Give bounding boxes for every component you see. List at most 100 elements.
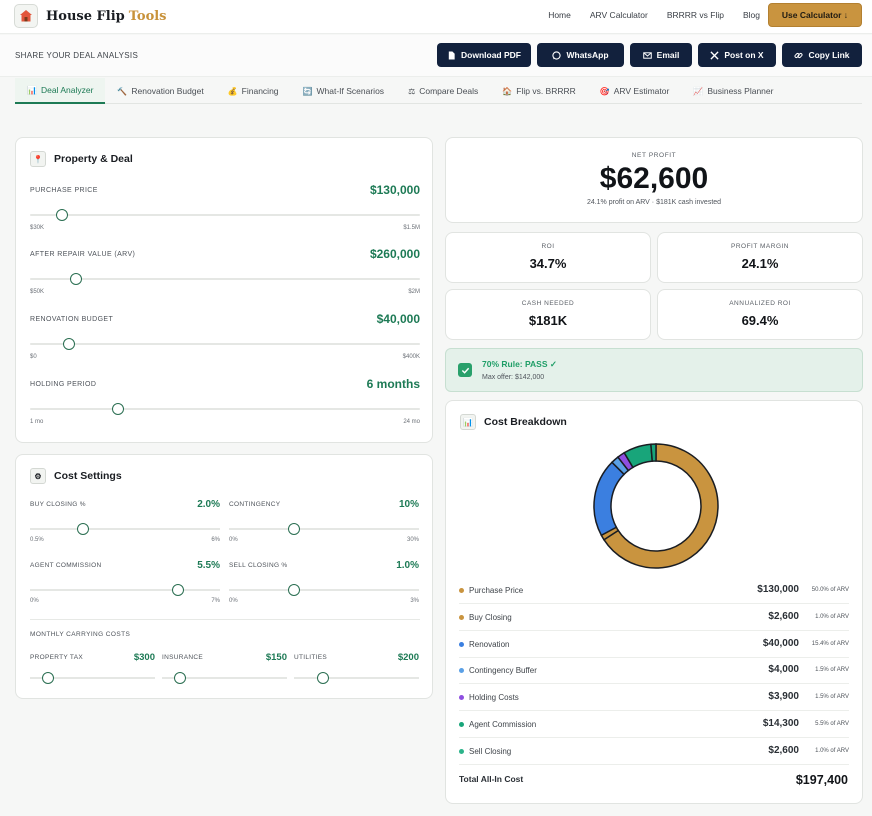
seventy-percent-rule-box: 70% Rule: PASS ✓ Max offer: $142,000 — [445, 348, 863, 392]
card-title: Cost Settings — [54, 470, 122, 482]
legend-percent: 5.5% of ARV — [815, 721, 849, 727]
slider-track[interactable] — [30, 403, 420, 415]
slider-value: $40,000 — [376, 312, 420, 326]
tab-compare-deals[interactable]: ⚖ Compare Deals — [408, 86, 479, 96]
donut-slice-purchase-price — [602, 443, 719, 569]
total-cost-label: Total All-In Cost — [459, 774, 524, 784]
share-buttons: Download PDF WhatsApp Email Post on X Co… — [437, 43, 862, 67]
tab-business-planner[interactable]: 📈 Business Planner — [693, 86, 774, 96]
pin-icon: 📍 — [30, 151, 46, 167]
legend-amount: $14,300 — [762, 718, 799, 729]
legend-percent: 1.5% of ARV — [815, 667, 849, 674]
slider-handle[interactable] — [63, 338, 75, 350]
use-calculator-button[interactable]: Use Calculator ↓ — [768, 3, 862, 27]
slider-handle[interactable] — [55, 209, 68, 221]
house-icon: 🏠 — [502, 86, 513, 96]
tab-arv-estimator[interactable]: 🎯 ARV Estimator — [599, 86, 670, 96]
document-icon — [448, 50, 455, 60]
download-pdf-button[interactable]: Download PDF — [437, 43, 531, 67]
legend-row: Renovation $40,000 15.4% of ARV — [459, 632, 849, 658]
nav-link-home[interactable]: Home — [548, 10, 571, 20]
email-button[interactable]: Email — [630, 43, 692, 67]
tab-deal-analyzer[interactable]: 📊 Deal Analyzer — [15, 78, 106, 104]
slider-value: $130,000 — [369, 183, 420, 197]
legend-amount: $130,000 — [757, 584, 799, 595]
legend-name: Purchase Price — [469, 586, 524, 595]
scales-icon: ⚖ — [408, 86, 416, 96]
rule-status: 70% Rule: PASS ✓ — [482, 359, 557, 369]
slider-handle[interactable] — [70, 273, 83, 285]
net-profit-value: $62,600 — [599, 162, 709, 195]
cost-breakdown-card: 📊 Cost Breakdown Purchase Price $130,000 5… — [445, 400, 863, 804]
slider-track[interactable] — [30, 209, 420, 221]
legend-amount: $3,900 — [768, 691, 799, 703]
card-header: ⚙ Cost Settings — [30, 468, 122, 484]
slider-track[interactable] — [30, 273, 420, 285]
bar-chart-icon: 📊 — [460, 414, 476, 430]
annualized-roi-stat: ANNUALIZED ROI 69.4% — [657, 289, 863, 340]
slider-handle[interactable] — [41, 672, 54, 684]
slider-handle[interactable] — [287, 523, 300, 535]
x-logo-icon — [710, 50, 719, 60]
gear-icon: ⚙ — [30, 468, 46, 484]
slider-handle[interactable] — [173, 672, 186, 684]
tab-financing[interactable]: 💰 Financing — [227, 86, 279, 96]
carrying-costs-label: MONTHLY CARRYING COSTS — [30, 631, 131, 638]
cash-needed-stat: CASH NEEDED $181K — [445, 289, 651, 340]
legend-amount: $40,000 — [762, 637, 799, 649]
net-profit-label: NET PROFIT — [631, 152, 677, 159]
legend-percent: 50.0% of ARV — [811, 587, 849, 593]
slider-handle[interactable] — [111, 403, 124, 415]
donut-slice-sell-closing — [650, 443, 657, 462]
legend-name: Sell Closing — [469, 746, 512, 756]
legend-amount: $2,600 — [768, 744, 799, 756]
slider-handle[interactable] — [316, 672, 329, 684]
tab-what-if-scenarios[interactable]: 🔄 What-If Scenarios — [302, 86, 385, 96]
slider-track[interactable] — [294, 672, 419, 684]
divider — [30, 619, 420, 620]
slider-track[interactable] — [30, 584, 220, 596]
legend-row: Purchase Price $130,000 50.0% of ARV — [459, 578, 849, 604]
slider-track[interactable] — [30, 672, 155, 684]
slider-track[interactable] — [30, 523, 220, 535]
legend-dot — [459, 748, 464, 754]
property-deal-card: 📍 Property & Deal PURCHASE PRICE $130,00… — [15, 137, 433, 443]
legend-row: Sell Closing $2,600 1.0% of ARV — [459, 739, 849, 765]
site-logo[interactable]: House Flip Tools — [14, 4, 167, 28]
cost-settings-card: ⚙ Cost Settings BUY CLOSING % 2.0% 0.5% … — [15, 454, 433, 699]
tab-flip-vs-brrrr[interactable]: 🏠 Flip vs. BRRRR — [502, 86, 576, 96]
nav-link-blog[interactable]: Blog — [742, 10, 760, 20]
checkmark-icon — [458, 363, 472, 377]
legend-percent: 1.0% of ARV — [815, 747, 849, 754]
whatsapp-button[interactable]: WhatsApp — [537, 43, 624, 67]
calculator-tabs: 📊 Deal Analyzer 🔨 Renovation Budget 💰 Finan… — [15, 78, 862, 104]
legend-amount: $4,000 — [768, 664, 799, 676]
slider-track[interactable] — [30, 338, 420, 350]
trend-chart-icon: 📈 — [693, 86, 704, 96]
nav-link-arv-calculator[interactable]: ARV Calculator — [589, 10, 648, 20]
legend-dot — [459, 641, 464, 647]
legend-percent: 1.0% of ARV — [815, 613, 849, 620]
card-header: 📊 Cost Breakdown — [460, 414, 567, 430]
total-cost-value: $197,400 — [795, 773, 848, 787]
money-bag-icon: 💰 — [227, 86, 238, 96]
slider-track[interactable] — [229, 523, 419, 535]
slider-handle[interactable] — [172, 584, 185, 596]
cost-donut-chart — [593, 443, 719, 569]
nav-link-brrrr-vs-flip[interactable]: BRRRR vs Flip — [666, 10, 724, 20]
slider-track[interactable] — [229, 584, 419, 596]
hammer-icon: 🔨 — [117, 86, 128, 96]
tab-renovation-budget[interactable]: 🔨 Renovation Budget — [117, 86, 204, 96]
legend-percent: 1.5% of ARV — [815, 694, 849, 701]
whatsapp-icon — [552, 50, 562, 60]
slider-handle[interactable] — [287, 584, 300, 596]
chart-icon: 📊 — [27, 85, 37, 95]
post-on-x-button[interactable]: Post on X — [698, 43, 776, 67]
legend-name: Agent Commission — [469, 720, 537, 729]
house-icon — [14, 4, 38, 28]
slider-track[interactable] — [162, 672, 287, 684]
legend-percent: 15.4% of ARV — [811, 640, 849, 647]
copy-link-button[interactable]: Copy Link — [782, 43, 862, 67]
slider-handle[interactable] — [77, 523, 90, 535]
legend-name: Buy Closing — [469, 612, 512, 622]
